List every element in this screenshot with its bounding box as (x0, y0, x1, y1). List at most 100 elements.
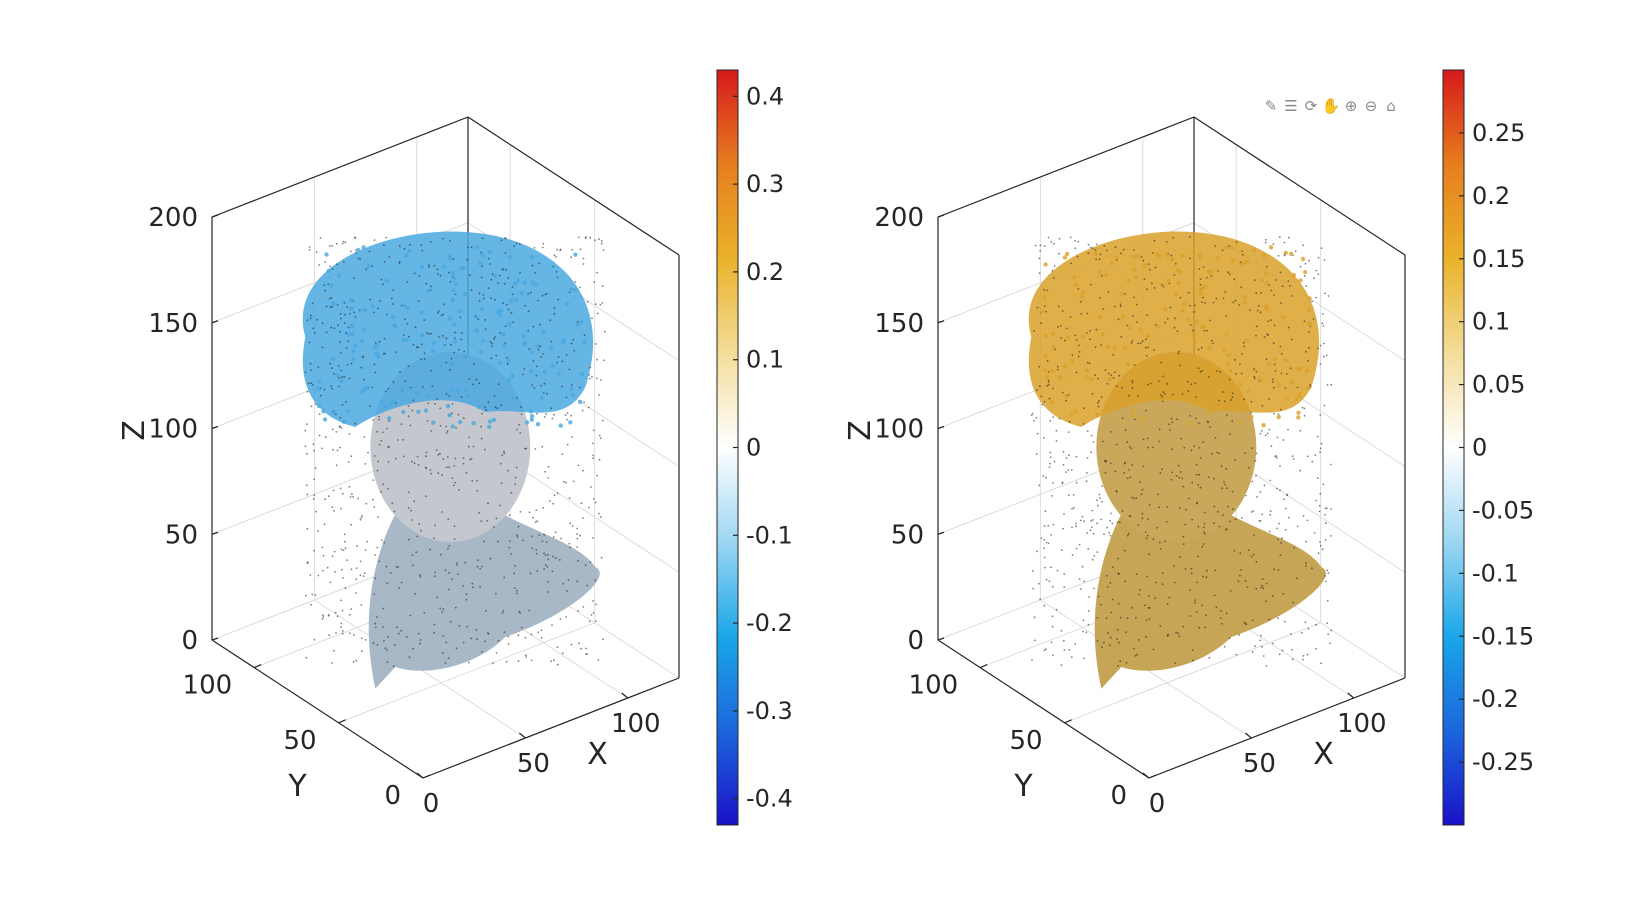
data-point (1316, 435, 1319, 438)
rotate-icon[interactable]: ⟳ (1304, 97, 1318, 115)
data-point (1075, 547, 1078, 550)
data-point (450, 357, 453, 360)
data-point (1191, 481, 1194, 484)
data-point (1309, 384, 1311, 386)
data-point (455, 427, 457, 429)
data-point (324, 289, 327, 292)
home-icon[interactable]: ⌂ (1386, 97, 1396, 115)
data-point (1062, 463, 1065, 466)
brush-icon[interactable]: ✎ (1264, 97, 1278, 115)
data-point (362, 575, 365, 577)
data-point (530, 291, 532, 294)
data-point (437, 472, 440, 475)
data-point (322, 614, 324, 617)
y-axis-label: Y (1013, 769, 1033, 804)
data-point (1085, 480, 1088, 483)
pan-icon[interactable]: ✋ (1321, 97, 1341, 115)
data-point (1136, 321, 1138, 323)
data-point (1177, 632, 1179, 635)
data-point (1109, 431, 1112, 433)
data-point (500, 462, 502, 465)
data-point (339, 378, 344, 384)
data-point (1302, 655, 1305, 657)
data-point (1116, 557, 1119, 560)
data-point (495, 652, 498, 654)
data-point (581, 409, 584, 412)
data-point (377, 460, 379, 463)
data-point (451, 276, 457, 281)
data-point (447, 254, 452, 259)
data-point (510, 395, 515, 401)
data-point (402, 334, 405, 336)
data-point (1266, 432, 1269, 435)
data-point (1133, 647, 1135, 650)
z-tick-label: 50 (165, 520, 198, 550)
data-point (1038, 582, 1040, 585)
data-point (1215, 256, 1220, 261)
x-tick-label: 50 (517, 749, 550, 779)
data-point (1043, 437, 1045, 439)
data-point (1103, 533, 1105, 535)
data-point (1267, 320, 1270, 323)
data-point (537, 631, 540, 634)
data-point (571, 436, 574, 438)
data-point (427, 402, 430, 405)
data-point (339, 487, 342, 490)
data-point (553, 659, 555, 662)
z-tick-label: 0 (907, 626, 924, 656)
data-point (412, 399, 415, 402)
data-point (1193, 445, 1196, 448)
data-point (1081, 290, 1086, 295)
data-point (1065, 457, 1068, 459)
data-point (568, 291, 571, 294)
data-point (466, 625, 469, 628)
data-point (464, 561, 467, 564)
data-point (358, 309, 361, 312)
data-point (1075, 481, 1078, 484)
data-point (1102, 308, 1105, 310)
data-point (475, 244, 480, 250)
data-point (1259, 278, 1264, 283)
zoom-out-icon[interactable]: ⊖ (1364, 97, 1378, 115)
data-point (529, 414, 535, 419)
data-point (328, 297, 331, 300)
data-point (1272, 243, 1275, 245)
data-point (1260, 430, 1263, 432)
data-point (322, 616, 325, 618)
data-point (1169, 306, 1172, 309)
data-point (306, 493, 309, 496)
zoom-in-icon[interactable]: ⊕ (1344, 97, 1358, 115)
data-point (394, 402, 397, 404)
y-tick-label: 100 (909, 671, 959, 701)
data-point (589, 366, 591, 369)
data-point (328, 634, 331, 637)
data-point (570, 342, 573, 345)
data-point (1182, 543, 1185, 545)
data-point (440, 314, 443, 317)
data-point (340, 599, 342, 602)
data-point (1287, 326, 1290, 329)
datatip-icon[interactable]: ☰ (1284, 97, 1298, 115)
data-point (530, 633, 533, 636)
data-point (1047, 524, 1050, 527)
data-point (1092, 441, 1095, 443)
data-point (431, 385, 434, 388)
data-point (590, 486, 592, 488)
data-point (478, 349, 483, 354)
data-point (1063, 649, 1066, 651)
data-point (579, 248, 582, 251)
data-point (1216, 510, 1219, 513)
data-point (1202, 296, 1204, 299)
data-point (1278, 522, 1280, 525)
data-point (1043, 547, 1045, 550)
data-point (333, 649, 335, 652)
data-point (1070, 359, 1075, 364)
data-point (1217, 270, 1220, 272)
data-point (418, 274, 421, 277)
data-point (1039, 385, 1041, 388)
data-point (483, 540, 485, 543)
data-point (341, 568, 343, 571)
data-point (1199, 370, 1202, 373)
data-point (1253, 368, 1255, 371)
data-point (504, 342, 507, 344)
